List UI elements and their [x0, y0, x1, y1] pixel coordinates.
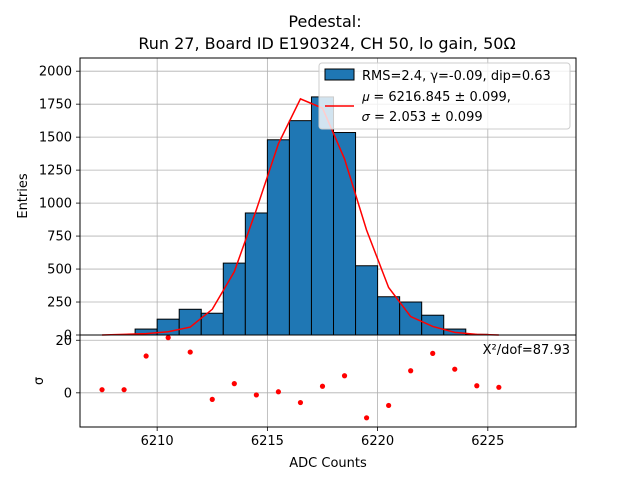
- residual-point: [297, 399, 304, 406]
- y-tick-label: 1000: [39, 197, 72, 212]
- residual-point: [121, 387, 127, 393]
- histogram-bar: [178, 308, 202, 336]
- residual-point: [319, 383, 326, 389]
- residual-point: [408, 368, 414, 374]
- residual-point: [386, 402, 392, 409]
- legend-histogram-label: RMS=2.4, γ=-0.09, dip=0.63: [362, 69, 551, 84]
- residual-point: [99, 387, 105, 393]
- legend-fit-label-mu: 𝜇 = 6216.845 ± 0.099,: [362, 90, 511, 105]
- residual-point: [143, 353, 149, 359]
- legend: RMS=2.4, γ=-0.09, dip=0.63 𝜇 = 6216.845 …: [318, 62, 571, 130]
- histogram-bar: [421, 314, 445, 336]
- y-tick-label: 1250: [39, 164, 72, 179]
- residual-point: [165, 335, 171, 341]
- residual-point: [275, 389, 281, 395]
- residual-point: [341, 373, 348, 379]
- x-tick-label: 6210: [141, 434, 174, 449]
- y-tick-label: 0: [64, 329, 72, 344]
- y-tick-label: 2000: [39, 65, 72, 80]
- residual-plot-frame: [79, 334, 577, 428]
- histogram-panel: 0 250 500 750 1000 1250 1500 1750 2000 Entries R…: [16, 57, 577, 344]
- y-tick-label: 1500: [39, 131, 72, 146]
- y-axis-label-sigma: σ: [32, 377, 47, 385]
- y-tick-label: 250: [47, 296, 72, 311]
- histogram-bar: [222, 262, 246, 336]
- residual-y-tick-label: 20: [55, 334, 72, 349]
- gaussian-fit-line: [102, 97, 499, 336]
- y-tick-label: 1750: [39, 98, 72, 113]
- legend-histogram-patch: [324, 68, 355, 81]
- residual-point: [474, 383, 480, 389]
- residual-y-tick-label: 0: [64, 386, 72, 401]
- x-tick-label: 6220: [361, 434, 394, 449]
- y-tick-label: 500: [47, 263, 72, 278]
- legend-box: [318, 62, 571, 130]
- x-tick-label: 6225: [471, 434, 504, 449]
- residual-point: [452, 366, 458, 372]
- legend-fit-label-sigma: 𝜎 = 2.053 ± 0.099: [362, 110, 483, 125]
- residual-point: [231, 381, 237, 387]
- histogram-bar: [377, 296, 401, 336]
- residual-point: [209, 396, 215, 402]
- histogram-bar: [355, 265, 379, 336]
- residual-point: [363, 415, 370, 421]
- chi2-annotation: X²/dof=87.93: [483, 343, 570, 358]
- residual-point: [253, 392, 259, 398]
- chart-title-line2: Run 27, Board ID E190324, CH 50, lo gain…: [138, 34, 515, 53]
- histogram-bar: [200, 312, 224, 336]
- histogram-bar: [333, 132, 357, 336]
- histogram-bar: [288, 120, 312, 336]
- y-tick-label: 750: [47, 230, 72, 245]
- y-axis-label-entries: Entries: [16, 173, 31, 219]
- histogram-bar: [310, 96, 335, 336]
- residual-point: [430, 350, 436, 356]
- x-axis-label: ADC Counts: [289, 456, 367, 471]
- residual-point: [496, 384, 502, 390]
- x-tick-label: 6215: [251, 434, 284, 449]
- chart-title-line1: Pedestal:: [288, 12, 361, 31]
- residual-panel: 0 20 6210 6215 6220 6225 X²/dof=87.93 σ ADC …: [32, 334, 577, 471]
- residual-point: [187, 349, 193, 355]
